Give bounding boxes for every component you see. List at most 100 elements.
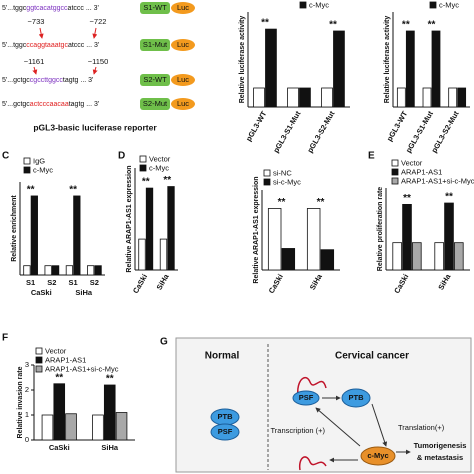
- bar: [320, 249, 335, 271]
- legend-swatch: [391, 168, 399, 176]
- legend-label: c-Myc: [149, 163, 169, 172]
- bar: [30, 195, 38, 276]
- ptb-shape: [341, 388, 371, 408]
- translation-label: Translation(+): [398, 423, 445, 432]
- x-tick-label: S1: [26, 278, 35, 287]
- significance: **: [403, 193, 411, 204]
- cmyc-shape: [360, 446, 396, 466]
- legend-label: ARAP1-AS1: [401, 167, 442, 176]
- position-label: −733: [28, 17, 45, 26]
- diagram: G Normal Cervical cancer PTB PSF PSF PTB…: [160, 337, 472, 473]
- bar: [333, 30, 345, 108]
- arrow: [371, 403, 388, 447]
- legend-label: Vector: [149, 154, 171, 163]
- bar: [434, 242, 444, 271]
- ptb-label: PTB: [349, 393, 365, 402]
- significance: **: [445, 192, 453, 203]
- bar: [267, 208, 282, 271]
- legend-swatch: [299, 1, 307, 9]
- x-tick-label: S2: [47, 278, 56, 287]
- significance: **: [27, 185, 35, 196]
- bar: [92, 414, 104, 441]
- panel-label: D: [118, 151, 125, 162]
- x-tick-label: CaSki: [392, 272, 410, 295]
- y-axis-label: Relative enrichment: [11, 195, 18, 262]
- significance: **: [329, 20, 337, 31]
- legend-swatch: [263, 169, 271, 177]
- x-tick-label: SiHa: [155, 272, 172, 292]
- diagram-box: [175, 337, 472, 473]
- bar: [94, 265, 102, 276]
- significance: **: [278, 197, 286, 208]
- bar: [457, 87, 467, 108]
- site-box: [140, 2, 170, 14]
- psf-label: PSF: [218, 427, 233, 436]
- significance: **: [428, 20, 436, 31]
- luc: [171, 39, 195, 51]
- arrow: [92, 27, 98, 39]
- bar: [321, 87, 333, 108]
- y-axis-label: Relative invasion rate: [17, 366, 24, 438]
- position-label: −1150: [88, 57, 109, 66]
- legend-swatch: [391, 177, 399, 185]
- panel-label: G: [160, 337, 168, 348]
- significance: **: [142, 177, 150, 188]
- bar: [392, 242, 402, 271]
- site-box-label: S2-WT: [143, 75, 167, 84]
- significance: **: [69, 185, 77, 196]
- luc-label: Luc: [177, 99, 189, 108]
- bar: [287, 87, 299, 108]
- y-axis-label: Relative proliferation rate: [377, 187, 384, 272]
- x-tick-label: CaSki: [49, 443, 70, 452]
- bar: [138, 238, 146, 271]
- y-axis-label: Relative ARAP1-AS1 expression: [126, 165, 133, 272]
- x-tick-label: CaSki: [131, 272, 149, 295]
- legend-label: si-NC: [273, 168, 292, 177]
- cmyc-label: c-Myc: [367, 451, 388, 460]
- cancer-heading: Cervical cancer: [335, 351, 409, 362]
- luc: [171, 98, 195, 110]
- psf-label: PSF: [299, 393, 314, 402]
- x-tick-label: S2: [90, 278, 99, 287]
- panel-label: C: [2, 151, 9, 162]
- x-tick-label: SiHa: [308, 272, 325, 292]
- legend-label: ARAP1-AS1: [45, 355, 86, 364]
- legend-label: ARAP1-AS1+si-c-Myc: [401, 176, 474, 185]
- legend-swatch: [23, 157, 31, 165]
- legend-swatch: [139, 164, 147, 172]
- x-tick-label: pGL3-WT: [244, 109, 269, 143]
- bar: [431, 30, 441, 108]
- x-tick-label: SiHa: [436, 272, 453, 292]
- reporter-caption: pGL3-basic luciferase reporter: [33, 122, 157, 132]
- sequence-panel: 5'...tggcggtcacatggccatccc ... 3' S1-WT …: [2, 2, 195, 132]
- y-axis-label: Relative luciferase activity: [239, 16, 246, 104]
- bar: [44, 265, 52, 276]
- bar: [145, 187, 154, 271]
- bar: [65, 413, 77, 441]
- bar: [87, 265, 95, 276]
- y-tick-label: 3: [25, 360, 29, 369]
- significance: **: [317, 197, 325, 208]
- sequence: 5'...tggcggtcacatggccatccc ... 3': [2, 5, 99, 12]
- bar: [453, 242, 464, 271]
- site-box-label: S1-WT: [143, 3, 167, 12]
- significance: **: [402, 20, 410, 31]
- bar: [265, 28, 277, 108]
- legend-swatch: [263, 178, 271, 186]
- luc-label: Luc: [177, 40, 189, 49]
- legend-swatch: [429, 1, 437, 9]
- bar: [65, 265, 74, 276]
- y-tick-label: 1: [25, 410, 29, 419]
- outcome-label: & metastasis: [417, 453, 463, 462]
- legend-swatch: [139, 155, 147, 163]
- x-tick-label: pGL3-S1-Mut: [271, 109, 302, 154]
- x-tick-label: pGL3-S2-Mut: [429, 109, 460, 154]
- bar: [53, 383, 66, 441]
- bar: [159, 238, 168, 271]
- bar: [402, 203, 412, 271]
- bar: [73, 195, 81, 276]
- transcription-label: Transcription (+): [270, 426, 325, 435]
- y-axis-label: Relative luciferase activity: [384, 16, 391, 104]
- sequence: 5'...gctgcactcccaacaatagtg ... 3': [2, 101, 99, 108]
- significance: **: [163, 175, 171, 186]
